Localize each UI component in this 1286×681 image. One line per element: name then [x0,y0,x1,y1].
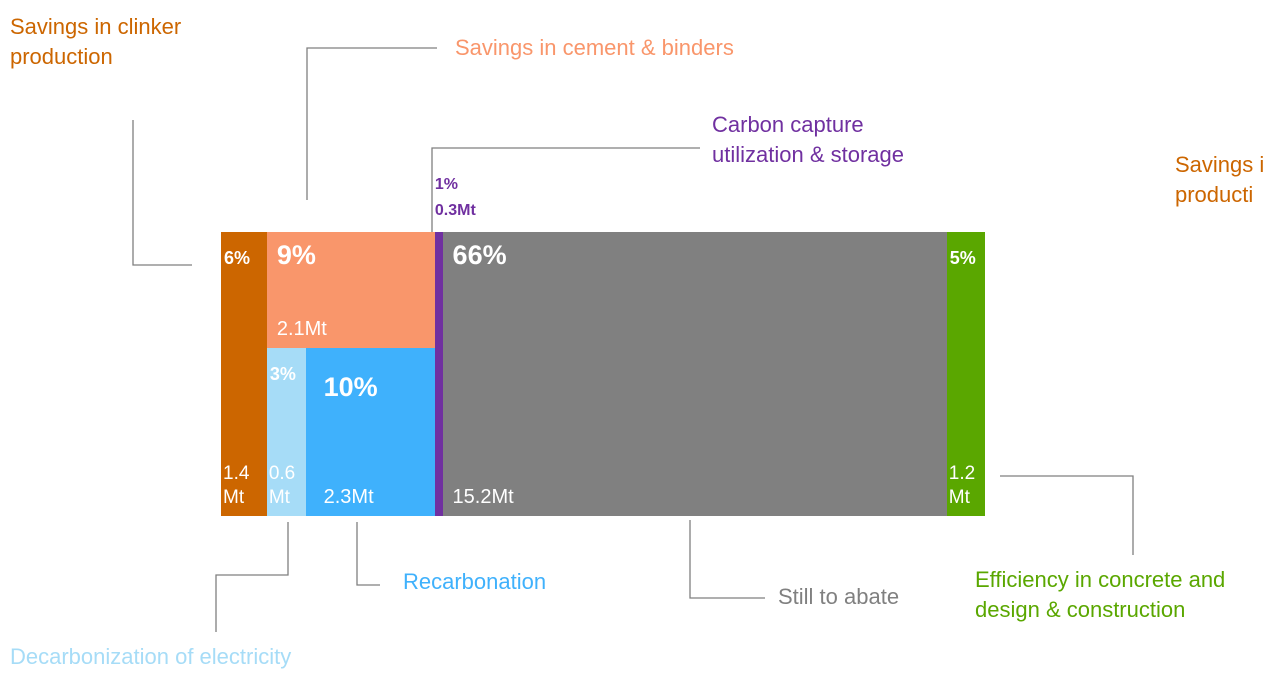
leader-line [1000,475,1134,555]
percent-label: 66% [452,240,507,270]
segment: 9% 2.1Mt [266,232,435,349]
percent-label: 3% [269,364,296,385]
percent-label: 10% [323,372,378,403]
leader-line [689,520,765,599]
mass-label: 1.4 Mt [223,463,250,508]
segment: 6% 1.4 Mt [221,232,267,516]
leader-line [306,47,437,200]
series-label: Efficiency in concrete and design & cons… [975,567,1226,622]
segment: 5% 1.2 Mt [946,232,985,516]
series-label: Savings in cement & binders [455,35,734,60]
series-label: Carbon capture utilization & storage [712,112,904,167]
series-label: Decarbonization of electricity [10,644,292,669]
segment: 10% 2.3Mt [305,348,435,516]
leader-line [356,522,380,586]
mass-label: 15.2Mt [452,486,514,508]
mass-label: 1.2 Mt [948,463,976,508]
segment [434,232,443,516]
leader-line [431,147,700,232]
series-label: Recarbonation [403,569,547,594]
mass-label: 0.3Mt [434,202,476,219]
percent-label: 5% [949,248,976,268]
leader-line [132,120,192,266]
percent-label: 6% [224,248,251,268]
segment: 66% 15.2Mt [442,232,947,516]
series-label: Savings in clinker production [10,14,182,69]
mass-label: 0.6 Mt [268,462,296,508]
percent-label: 9% [276,240,316,270]
cropped-label: Savings i producti [1175,152,1265,207]
mass-label: 2.3Mt [323,485,374,508]
percent-label: 1% [434,176,459,193]
series-label: Still to abate [778,584,900,609]
segment: 3% 0.6 Mt [266,348,306,516]
leader-line [215,522,289,632]
mass-label: 2.1Mt [276,318,327,341]
